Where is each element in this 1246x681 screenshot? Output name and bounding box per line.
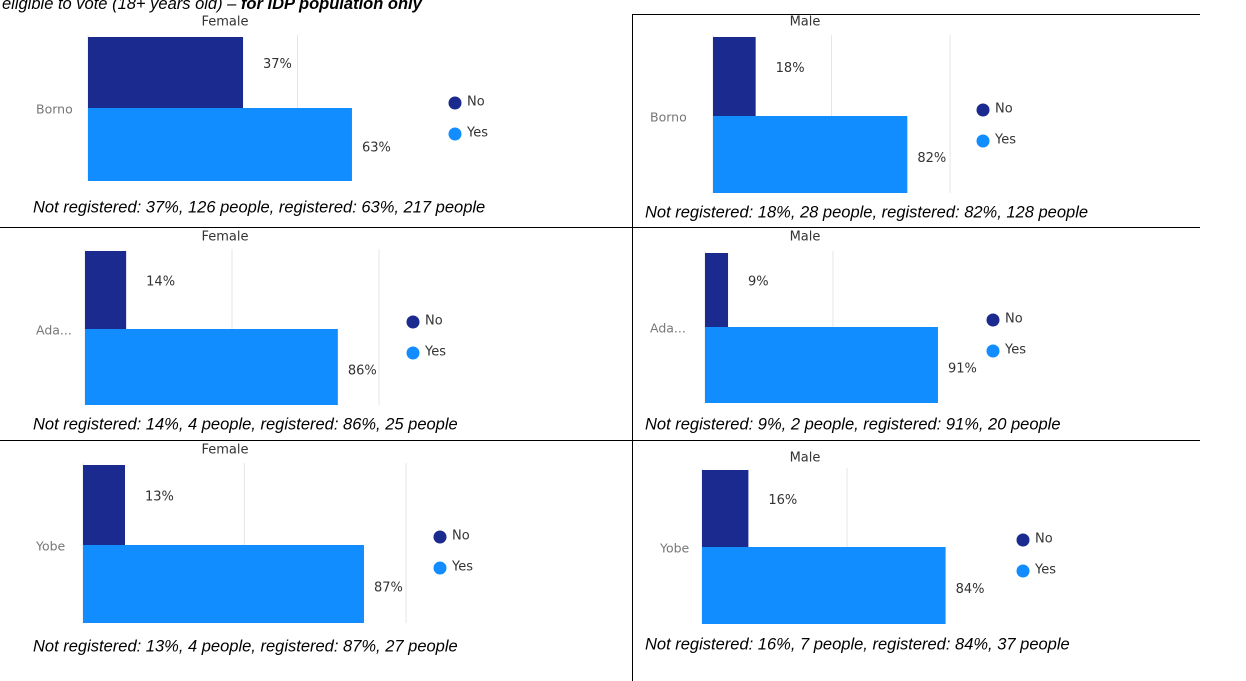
bar — [713, 116, 908, 193]
legend-marker — [448, 96, 462, 110]
legend-marker — [1016, 533, 1030, 547]
legend-label: Yes — [1034, 563, 1056, 578]
legend-label: No — [452, 529, 470, 544]
chart-title: Male — [790, 451, 821, 466]
bar — [85, 329, 338, 405]
legend-marker — [448, 127, 462, 141]
chart-title: Female — [201, 15, 248, 30]
bar — [83, 545, 365, 623]
bar — [705, 327, 938, 403]
legend-marker — [1016, 564, 1030, 578]
legend-marker — [406, 346, 420, 360]
bar — [713, 37, 756, 116]
category-label: Borno — [36, 102, 73, 117]
legend-marker — [433, 561, 447, 575]
legend-marker — [976, 103, 990, 117]
data-label: 18% — [776, 61, 805, 76]
header-text: eligible to vote (18+ years old) – — [2, 0, 241, 13]
chart-title: Female — [201, 443, 248, 458]
header-emphasis: for IDP population only — [241, 0, 423, 13]
chart-title: Female — [201, 230, 248, 245]
legend-label: Yes — [451, 560, 473, 575]
data-label: 87% — [374, 580, 403, 595]
legend-label: Yes — [466, 126, 488, 141]
data-label: 14% — [146, 275, 175, 290]
bar — [88, 108, 352, 181]
legend-label: No — [995, 102, 1013, 117]
legend-label: No — [1035, 532, 1053, 547]
caption: Not registered: 16%, 7 people, registere… — [645, 635, 1070, 653]
category-label: Ada... — [36, 323, 72, 338]
legend-label: Yes — [994, 133, 1016, 148]
caption: Not registered: 14%, 4 people, registere… — [33, 415, 458, 433]
category-label: Ada... — [650, 321, 686, 336]
data-label: 13% — [145, 490, 174, 505]
data-label: 91% — [948, 361, 977, 376]
caption: Not registered: 18%, 28 people, register… — [645, 203, 1088, 221]
category-label: Borno — [650, 110, 687, 125]
data-label: 16% — [768, 493, 797, 508]
data-label: 37% — [263, 57, 292, 72]
bar — [705, 253, 729, 327]
bar — [702, 470, 749, 547]
data-label: 9% — [748, 275, 769, 290]
category-label: Yobe — [35, 539, 66, 554]
legend-marker — [976, 134, 990, 148]
legend-label: No — [1005, 312, 1023, 327]
data-label: 84% — [956, 582, 985, 597]
data-label: 63% — [362, 141, 391, 156]
legend-label: No — [425, 314, 443, 329]
legend-marker — [406, 315, 420, 329]
caption: Not registered: 13%, 4 people, registere… — [33, 637, 458, 655]
bar — [88, 37, 244, 108]
chart-title: Male — [790, 230, 821, 245]
bar — [702, 547, 946, 624]
category-label: Yobe — [659, 541, 690, 556]
legend-label: Yes — [424, 345, 446, 360]
caption: Not registered: 9%, 2 people, registered… — [645, 415, 1061, 433]
header: eligible to vote (18+ years old) – for I… — [2, 0, 423, 13]
chart-title: Male — [790, 15, 821, 30]
legend-label: Yes — [1004, 343, 1026, 358]
legend-label: No — [467, 95, 485, 110]
bar — [85, 251, 127, 329]
bar — [83, 465, 125, 545]
legend-marker — [433, 530, 447, 544]
legend-marker — [986, 313, 1000, 327]
data-label: 82% — [917, 151, 946, 166]
caption: Not registered: 37%, 126 people, registe… — [33, 198, 485, 216]
data-label: 86% — [348, 363, 377, 378]
legend-marker — [986, 344, 1000, 358]
